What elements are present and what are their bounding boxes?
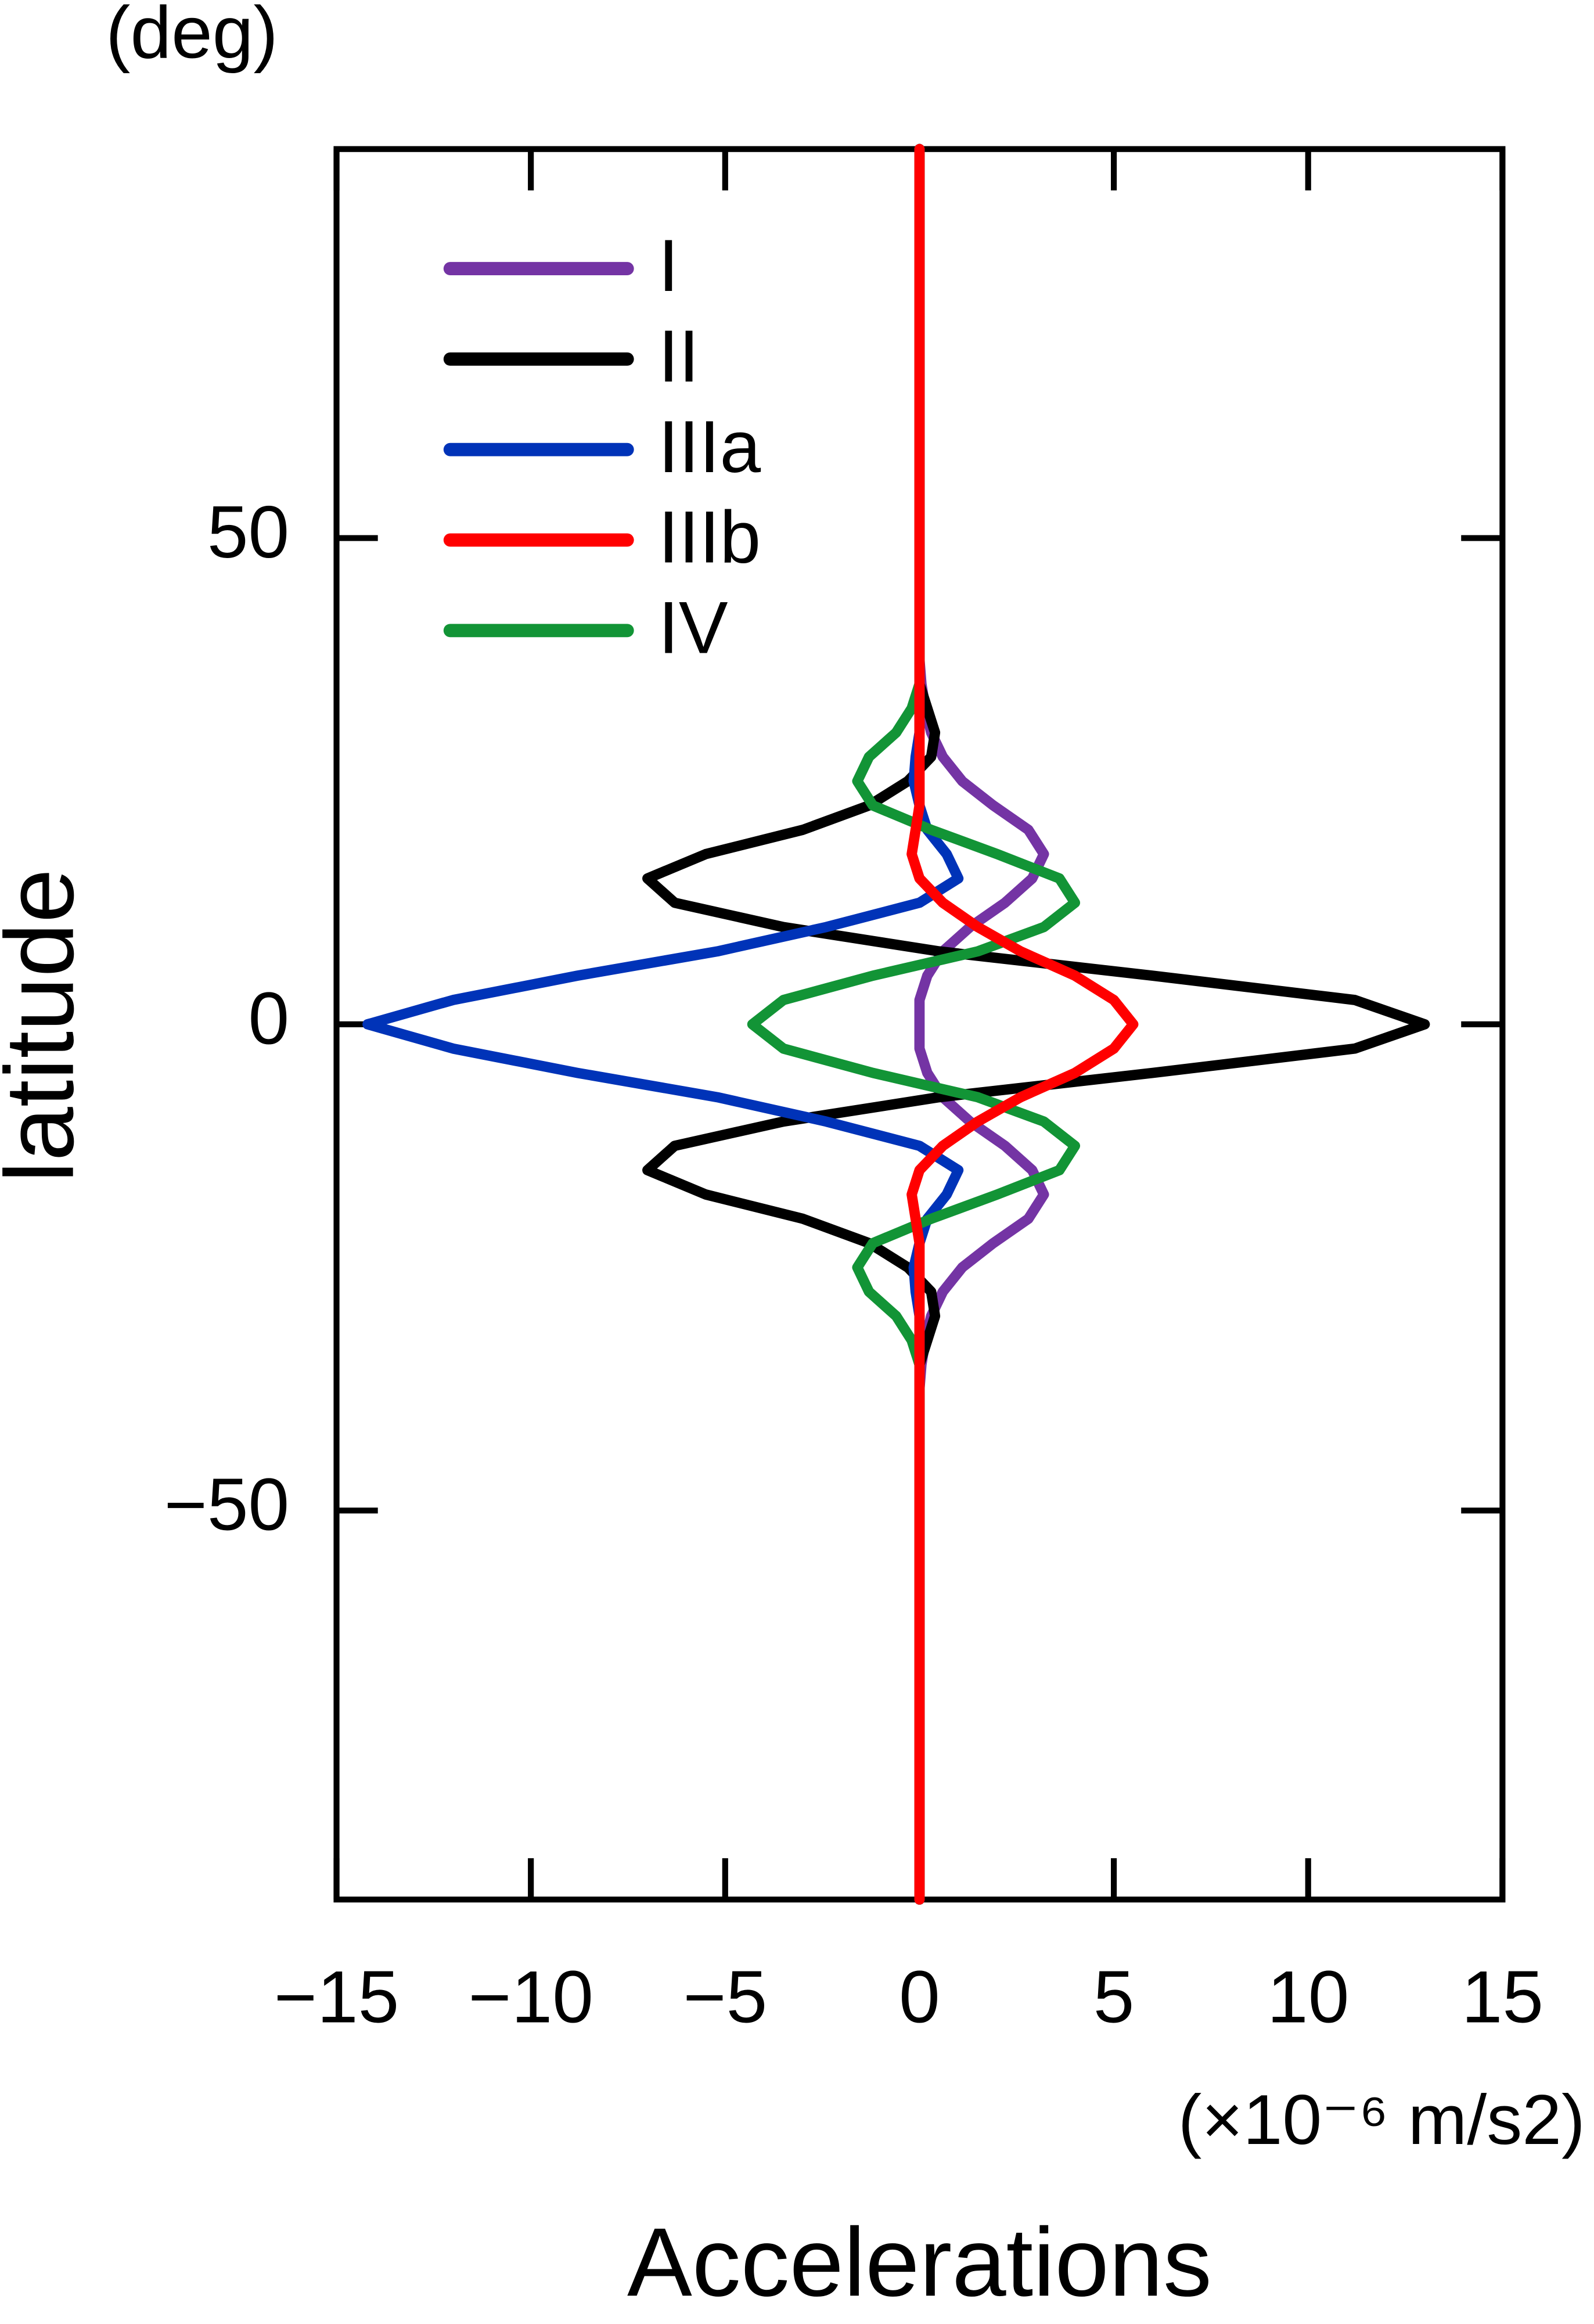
x-tick-label: 15	[1462, 1956, 1543, 2038]
series-line	[906, 143, 1139, 1905]
legend-label: IV	[659, 586, 728, 668]
legend-label: II	[659, 315, 700, 397]
legend-label: IIIa	[659, 405, 761, 488]
series-line	[747, 143, 1081, 1905]
x-tick-label: 0	[899, 1956, 940, 2038]
x-tick-label: −15	[274, 1956, 400, 2038]
y-tick-label: −50	[164, 1463, 290, 1546]
x-tick-label: 5	[1093, 1956, 1135, 2038]
y-tick-label: 50	[207, 491, 289, 573]
x-tick-label: −10	[468, 1956, 593, 2038]
legend-label: IIIb	[659, 496, 761, 578]
x-axis-label: Accelerations	[627, 2207, 1212, 2316]
x-unit: (×10⁻⁶ m/s2)	[1178, 2080, 1585, 2159]
x-tick-label: −5	[683, 1956, 767, 2038]
y-axis-label: latitude	[0, 869, 94, 1183]
y-unit: (deg)	[106, 0, 278, 74]
y-tick-label: 0	[249, 977, 290, 1059]
series-line	[642, 143, 1430, 1905]
legend-label: I	[659, 224, 679, 307]
x-tick-label: 10	[1267, 1956, 1349, 2038]
series-line	[914, 143, 1049, 1905]
